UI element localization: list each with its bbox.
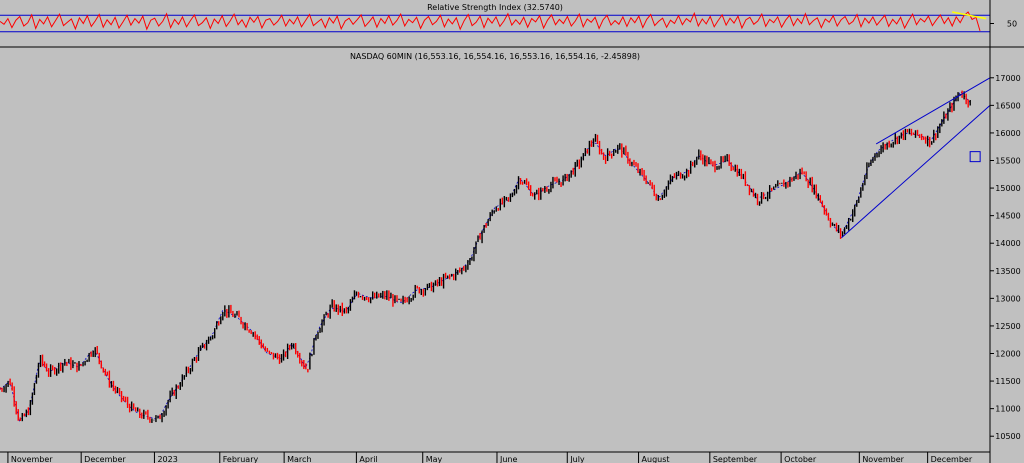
x-tick-label: June	[499, 455, 517, 463]
channel-lower-line	[841, 104, 991, 239]
rsi-panel: Relative Strength Index (32.5740) 50	[0, 0, 1017, 46]
rsi-y-tick-label: 50	[1007, 20, 1017, 29]
x-tick-label: February	[223, 455, 259, 463]
x-tick-label: April	[359, 455, 377, 463]
price-y-tick-label: 11500	[995, 377, 1020, 386]
price-panel: NASDAQ 60MIN (16,553.16, 16,554.16, 16,5…	[0, 52, 1021, 441]
x-tick-label: October	[784, 455, 817, 463]
rsi-line	[0, 11, 981, 32]
price-y-tick-label: 13000	[995, 294, 1020, 303]
price-y-tick-label: 11000	[995, 405, 1020, 414]
rsi-plot-area	[0, 0, 990, 46]
rsi-trend-segment	[952, 11, 987, 20]
price-y-tick-label: 14500	[995, 212, 1020, 221]
price-y-tick-label: 12500	[995, 322, 1020, 331]
channel-upper-line	[875, 77, 991, 145]
x-tick-label: December	[931, 455, 973, 463]
price-y-tick-label: 16500	[995, 101, 1020, 110]
x-tick-label: September	[713, 455, 758, 463]
x-tick-label: 2023	[157, 455, 177, 463]
rsi-title: Relative Strength Index (32.5740)	[427, 3, 563, 12]
price-y-tick-label: 10500	[995, 432, 1020, 441]
price-y-tick-label: 15500	[995, 157, 1020, 166]
x-tick-label: November	[11, 455, 53, 463]
price-y-tick-label: 17000	[995, 74, 1020, 83]
price-y-tick-label: 13500	[995, 267, 1020, 276]
price-title: NASDAQ 60MIN (16,553.16, 16,554.16, 16,5…	[350, 52, 640, 61]
x-tick-label: November	[862, 455, 904, 463]
x-tick-label: July	[569, 455, 585, 463]
x-tick-label: December	[84, 455, 126, 463]
x-tick-label: August	[642, 455, 670, 463]
price-y-tick-label: 14000	[995, 239, 1020, 248]
x-tick-label: March	[287, 455, 311, 463]
price-average-line	[0, 91, 971, 422]
price-y-tick-label: 12000	[995, 350, 1020, 359]
marker-square	[969, 151, 981, 163]
price-y-tick-label: 15000	[995, 184, 1020, 193]
x-tick-label: May	[426, 455, 443, 463]
price-y-tick-label: 16000	[995, 129, 1020, 138]
